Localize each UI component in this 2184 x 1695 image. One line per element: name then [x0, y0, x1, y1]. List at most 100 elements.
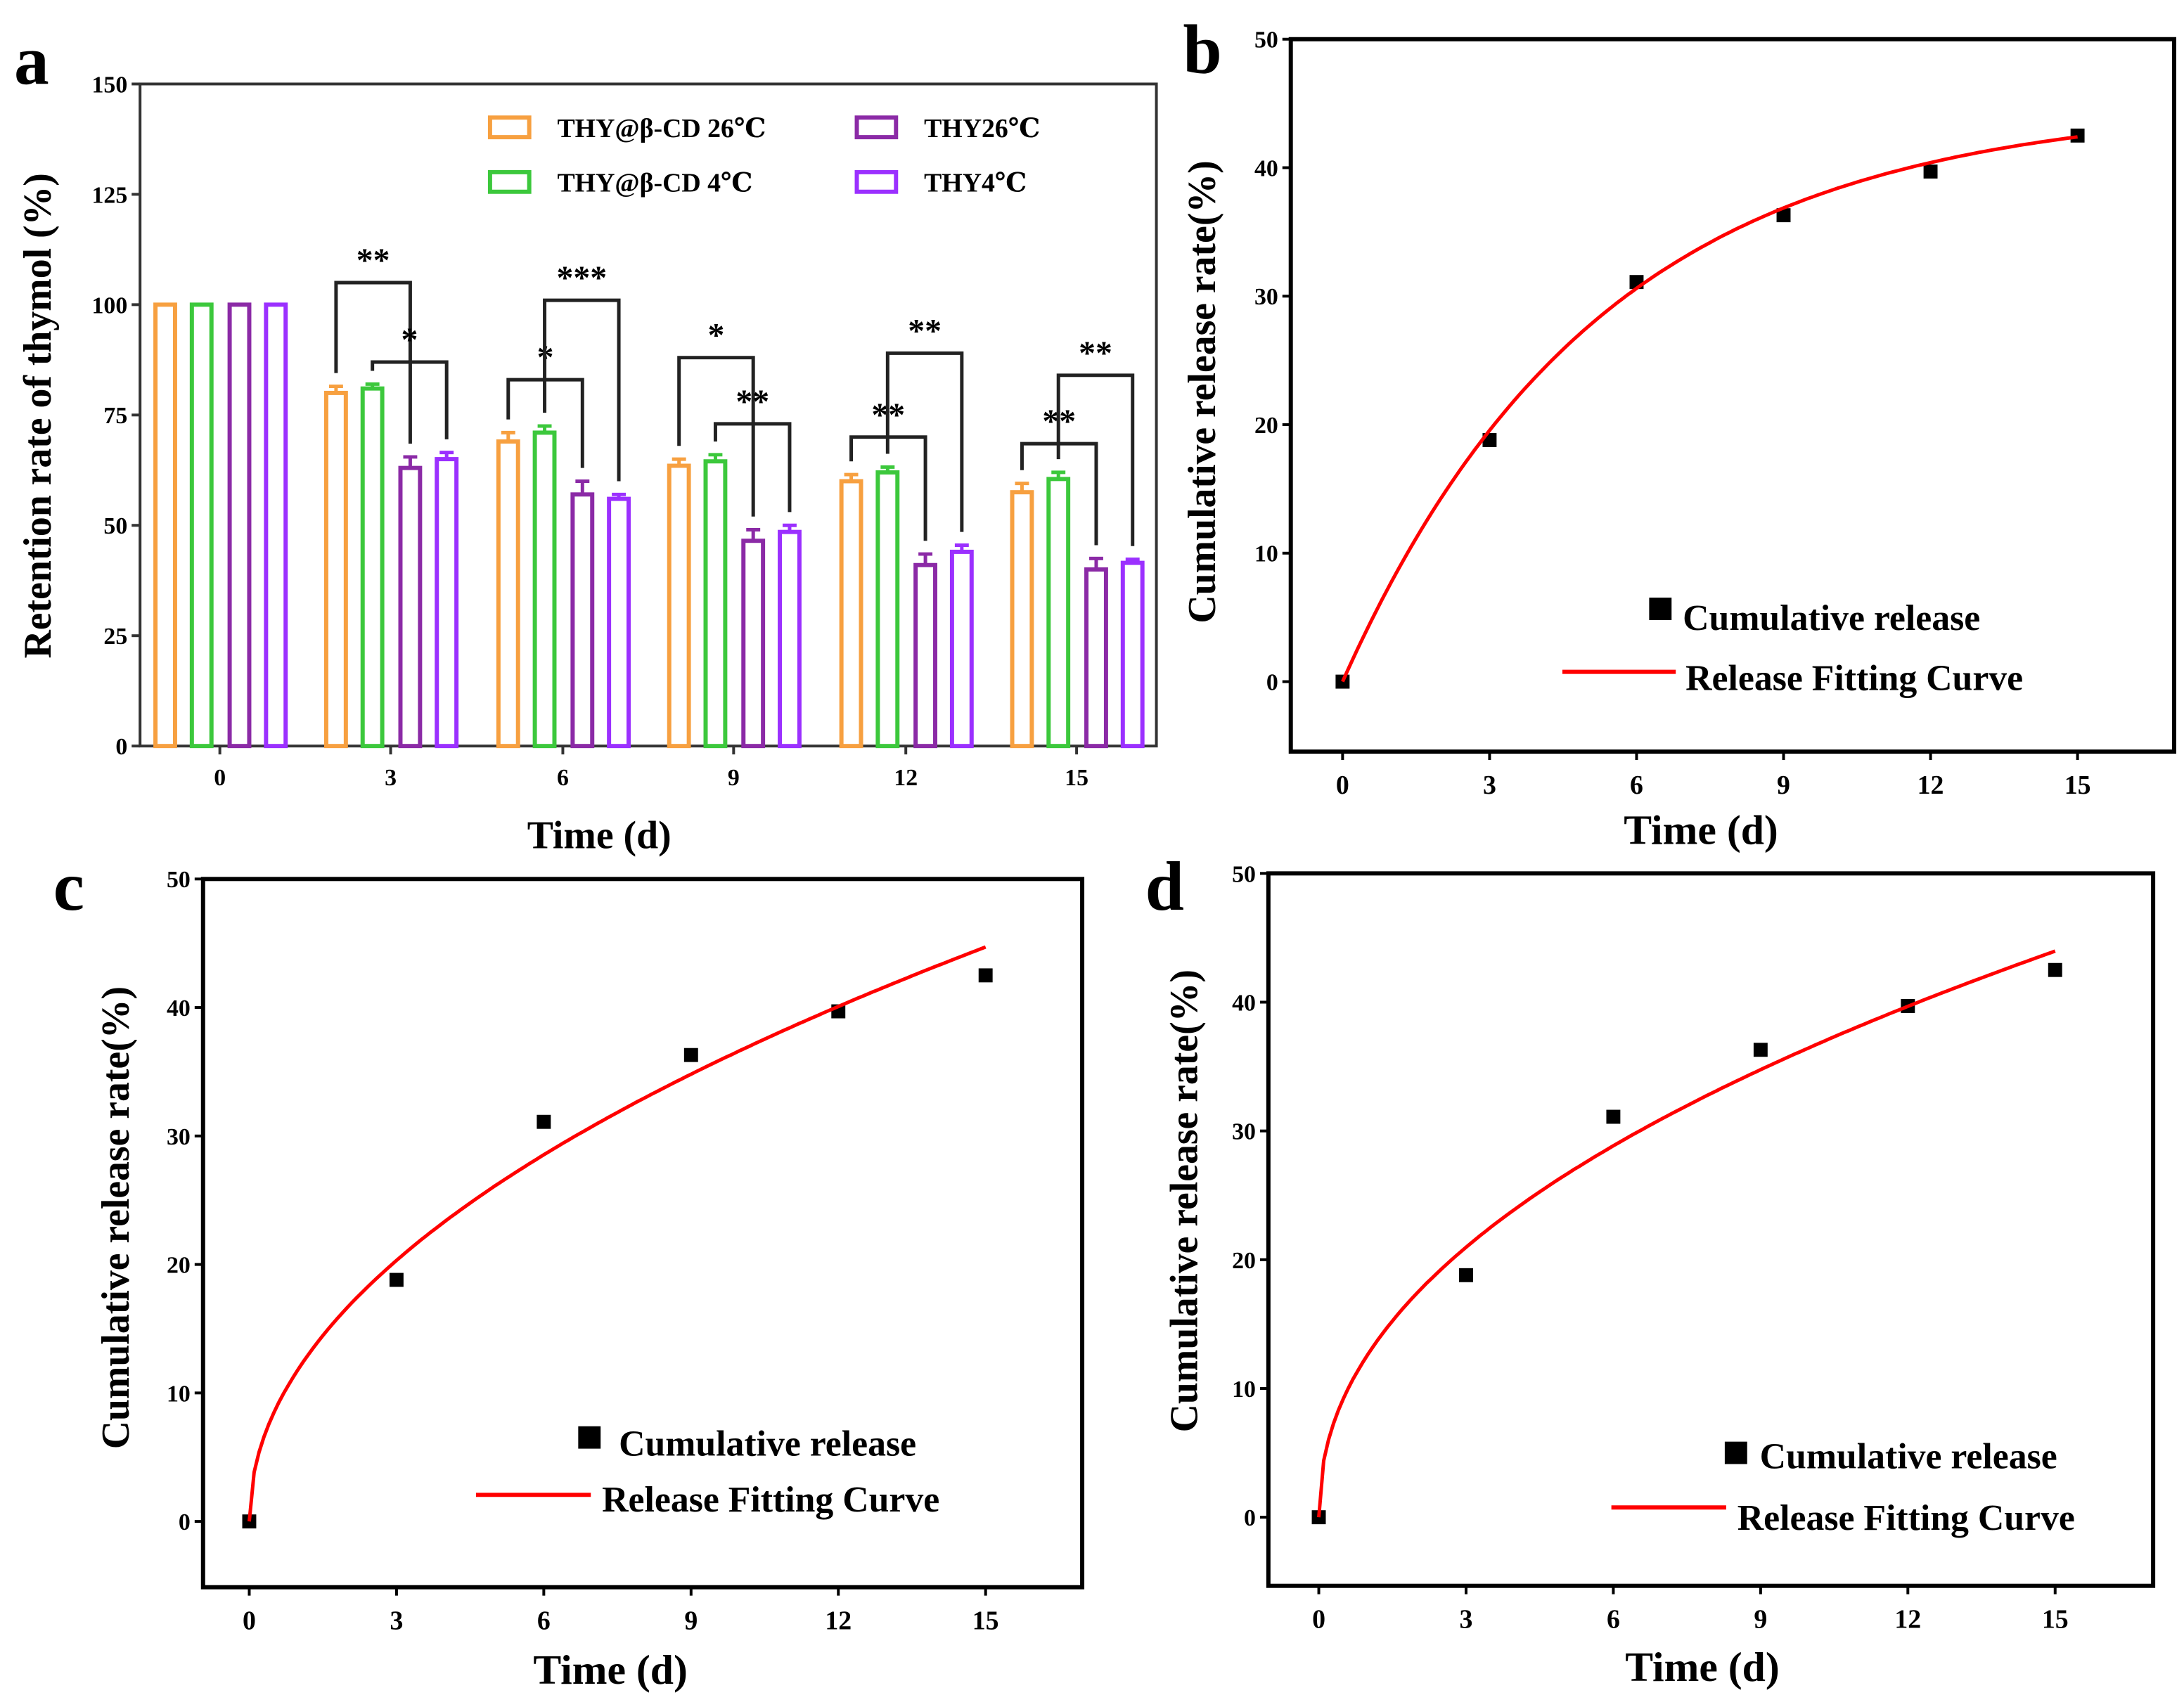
- y-tick-label: 10: [1232, 1377, 1256, 1403]
- bar: [1084, 567, 1108, 749]
- y-tick-label: 0: [115, 734, 127, 760]
- bar: [323, 390, 348, 749]
- significance-label: **: [356, 242, 390, 279]
- x-tick-label: 0: [1336, 771, 1349, 800]
- panel-label-a: a: [14, 21, 49, 99]
- legend-label: Release Fitting Curve: [1685, 659, 2023, 699]
- y-tick-label: 150: [92, 72, 128, 98]
- legend-swatch: [854, 115, 899, 140]
- bar: [189, 302, 214, 749]
- bar: [839, 479, 863, 749]
- x-tick-label: 9: [684, 1606, 698, 1635]
- y-tick-label: 40: [1254, 155, 1278, 181]
- data-point: [683, 1048, 698, 1062]
- x-tick-label: 9: [1754, 1604, 1767, 1634]
- data-point: [978, 968, 993, 983]
- legend-label: THY@β-CD 26℃: [557, 114, 766, 143]
- x-tick-label: 3: [1483, 771, 1496, 800]
- x-tick-label: 15: [972, 1606, 999, 1635]
- fit-curve: [1341, 135, 2078, 683]
- x-tick-label: 0: [1312, 1604, 1325, 1634]
- x-tick-label: 9: [728, 765, 740, 791]
- plot-frame: [1288, 37, 2176, 754]
- bar: [1010, 490, 1034, 749]
- legend-swatch: [854, 169, 899, 194]
- x-tick-label: 6: [1607, 1604, 1620, 1634]
- data-point: [1335, 674, 1350, 689]
- fit-curve: [1317, 949, 2056, 1518]
- y-tick-label: 0: [1266, 670, 1278, 696]
- panel-a: a 0 25 50 75 100 125 150 0 3 6 9 12 15 Time (d) Retenti…: [14, 21, 1158, 857]
- legend-marker-icon: [1724, 1441, 1747, 1464]
- x-axis-title: Time (d): [533, 1646, 688, 1693]
- significance-label: *: [707, 317, 724, 354]
- bar: [435, 457, 459, 749]
- data-point: [537, 1114, 551, 1129]
- x-tick-label: 12: [894, 765, 918, 791]
- bar: [532, 430, 557, 749]
- legend-swatch: [487, 169, 532, 194]
- fit-curve: [247, 945, 987, 1522]
- x-tick-label: 3: [385, 765, 397, 791]
- data-point: [1923, 165, 1938, 179]
- panel-label-c: c: [53, 847, 84, 925]
- significance-bracket: [371, 360, 449, 439]
- y-tick-label: 20: [1232, 1248, 1256, 1274]
- data-point: [389, 1272, 404, 1287]
- bar: [778, 529, 802, 749]
- y-tick-label: 40: [1232, 990, 1256, 1016]
- y-tick-label: 30: [1254, 284, 1278, 310]
- x-tick-label: 15: [1065, 765, 1088, 791]
- legend-label: Cumulative release: [619, 1424, 916, 1464]
- x-axis-title: Time (d): [1625, 1644, 1780, 1690]
- x-tick-label: 6: [557, 765, 569, 791]
- data-point: [1753, 1043, 1768, 1057]
- panel-c: c 0 10 20 30 40 50 0 3 6 9 12 15 Time (d) Cumulative r…: [53, 847, 1085, 1693]
- bar: [1120, 560, 1145, 749]
- y-tick-label: 50: [1254, 27, 1278, 53]
- bar: [1046, 477, 1071, 749]
- bar: [227, 302, 252, 749]
- y-tick-label: 125: [92, 182, 128, 208]
- bar: [496, 439, 520, 749]
- x-tick-label: 6: [537, 1606, 551, 1635]
- bar: [741, 539, 766, 749]
- legend-label: Cumulative release: [1760, 1436, 2057, 1476]
- y-tick-label: 30: [167, 1124, 191, 1150]
- significance-label: **: [1079, 335, 1112, 372]
- legend-label: Release Fitting Curve: [602, 1480, 939, 1520]
- significance-label: **: [736, 383, 769, 420]
- legend-label: THY26℃: [924, 114, 1040, 143]
- y-axis-title: Cumulative release rate(%): [1162, 969, 1206, 1432]
- panel-d: d 0 10 20 30 40 50 0 3 6 9 12 15 Time (d) Cumulative r…: [1145, 847, 2156, 1690]
- legend-marker-icon: [578, 1426, 601, 1449]
- significance-bracket: [885, 351, 964, 532]
- y-tick-label: 20: [1254, 413, 1278, 439]
- y-tick-label: 50: [103, 513, 127, 539]
- y-tick-label: 50: [1232, 861, 1256, 887]
- y-tick-label: 0: [1244, 1505, 1256, 1531]
- x-tick-label: 15: [2064, 771, 2091, 800]
- bar: [398, 465, 423, 749]
- bar: [875, 470, 900, 749]
- y-tick-label: 20: [167, 1253, 191, 1279]
- legend-swatch: [487, 115, 532, 140]
- legend-marker-icon: [1649, 598, 1672, 620]
- x-tick-label: 12: [1894, 1604, 1921, 1634]
- y-axis-title: Cumulative release rate(%): [1181, 160, 1224, 623]
- bar: [607, 496, 631, 749]
- data-point: [2048, 962, 2062, 977]
- data-point: [1776, 208, 1791, 223]
- panel-b: b 0 10 20 30 40 50 0 3 6 9 12 15 Time (d) Cumulative r…: [1181, 11, 2176, 853]
- bar: [667, 463, 691, 749]
- y-tick-label: 100: [92, 292, 128, 318]
- x-tick-label: 0: [243, 1606, 256, 1635]
- bar: [153, 302, 177, 749]
- legend-label: Cumulative release: [1683, 598, 1980, 638]
- plot-frame: [200, 877, 1085, 1590]
- y-tick-label: 10: [1254, 541, 1278, 567]
- data-point: [1459, 1268, 1473, 1282]
- x-tick-label: 3: [390, 1606, 403, 1635]
- x-tick-label: 3: [1460, 1604, 1473, 1634]
